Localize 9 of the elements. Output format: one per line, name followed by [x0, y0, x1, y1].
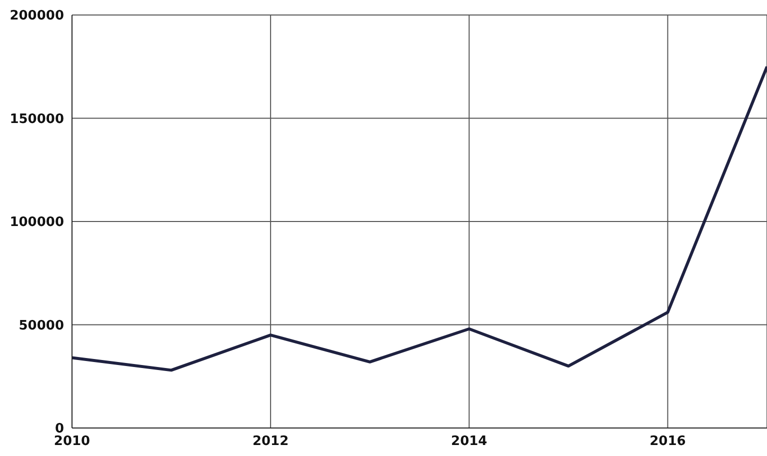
- x-tick-label: 2016: [650, 434, 686, 450]
- x-tick-label: 2012: [252, 434, 289, 450]
- x-tick-label: 2014: [451, 434, 488, 450]
- y-tick-label: 100000: [10, 215, 64, 230]
- x-tick-label: 2010: [54, 434, 90, 450]
- y-tick-label: 150000: [10, 112, 64, 127]
- y-tick-label: 50000: [18, 318, 64, 334]
- line-series: [72, 65, 767, 372]
- y-tick-label: 200000: [10, 8, 64, 24]
